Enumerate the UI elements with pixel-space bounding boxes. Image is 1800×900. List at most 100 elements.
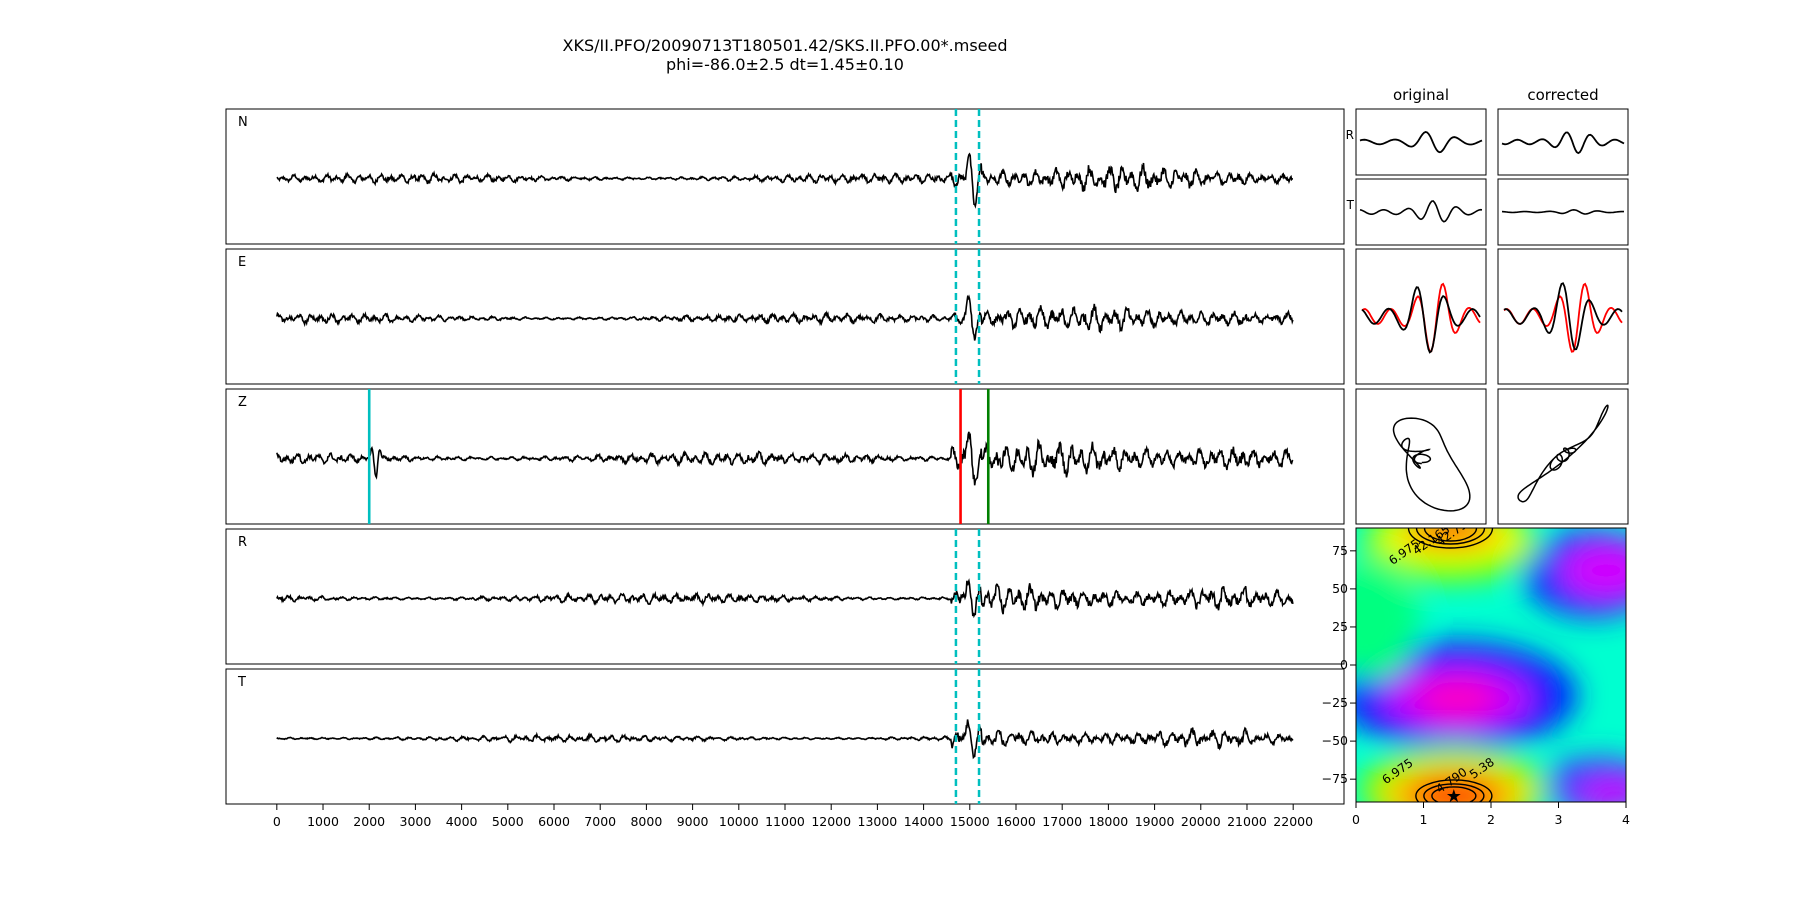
x-tick-label: 3000 — [400, 814, 432, 829]
pm-frame — [1355, 388, 1487, 525]
y-tick-label: −75 — [1322, 771, 1348, 786]
contour-line — [1407, 528, 1494, 549]
row-label: R — [1346, 128, 1354, 142]
y-tick-label: 0 — [1340, 657, 1348, 672]
x-tick-label: 19000 — [1135, 814, 1175, 829]
heatmap-region — [1577, 776, 1626, 802]
panel-label: T — [237, 675, 246, 690]
pm-frame — [1497, 108, 1629, 176]
y-tick-label: −50 — [1322, 733, 1348, 748]
waveform — [276, 431, 1294, 486]
x-tick-label: 11000 — [765, 814, 805, 829]
particle-motion — [1392, 417, 1471, 512]
x-tick-label: 8000 — [630, 814, 662, 829]
x-tick-label: 4 — [1622, 812, 1630, 827]
pm-panel — [1355, 248, 1487, 385]
t-component-trace — [1501, 208, 1625, 215]
pm-panel — [1497, 108, 1629, 176]
x-tick-label: 16000 — [996, 814, 1036, 829]
r-component-trace — [1359, 131, 1483, 154]
trace-panel-e: E — [225, 248, 1345, 385]
best-fit-marker: ★ — [1446, 786, 1462, 807]
x-tick-label: 10000 — [719, 814, 759, 829]
trace-panels: N E Z R T — [225, 108, 1345, 805]
heatmap-region — [1417, 680, 1498, 717]
particle-motion-panels: original corrected R T — [1346, 86, 1629, 525]
y-tick-label: 50 — [1332, 581, 1348, 596]
x-tick-label: 12000 — [811, 814, 851, 829]
y-tick-label: −25 — [1322, 695, 1348, 710]
pm-panel — [1355, 388, 1487, 525]
x-tick-label: 13000 — [858, 814, 898, 829]
pm-frame — [1497, 388, 1629, 525]
contour-line — [1423, 528, 1478, 542]
contour-line — [1415, 779, 1493, 802]
trace-panel-t: T — [225, 668, 1345, 805]
heatmap-region — [1405, 528, 1496, 546]
trace-panel-z: Z — [225, 388, 1345, 525]
heatmap-blobs — [1356, 528, 1626, 802]
x-tick-label: 1000 — [307, 814, 339, 829]
x-tick-label: 0 — [1352, 812, 1360, 827]
x-tick-label: 0 — [273, 814, 281, 829]
x-tick-label: 2 — [1487, 812, 1495, 827]
waveform — [276, 719, 1294, 760]
panel-label: N — [238, 115, 248, 130]
panel-label: E — [238, 255, 246, 270]
pm-panel — [1355, 108, 1487, 176]
figure-subtitle: phi=-86.0±2.5 dt=1.45±0.10 — [666, 55, 904, 74]
heatmap-region — [1356, 559, 1420, 680]
pm-frame — [1355, 178, 1487, 246]
trace-panel-n: N — [225, 108, 1345, 245]
panel-frame — [225, 248, 1345, 385]
column-title: original — [1393, 86, 1449, 104]
x-tick-label: 14000 — [904, 814, 944, 829]
x-tick-label: 21000 — [1227, 814, 1267, 829]
x-tick-label: 7000 — [584, 814, 616, 829]
t-component-trace — [1359, 200, 1483, 223]
y-tick-label: 75 — [1332, 543, 1348, 558]
x-tick-label: 15000 — [950, 814, 990, 829]
pm-frame — [1497, 248, 1629, 385]
x-tick-label: 4000 — [446, 814, 478, 829]
y-tick-label: 25 — [1332, 619, 1348, 634]
panel-label: Z — [238, 395, 247, 410]
particle-motion — [1517, 404, 1609, 503]
x-tick-label: 18000 — [1089, 814, 1129, 829]
overlay-trace — [1361, 286, 1481, 354]
x-tick-label: 1 — [1420, 812, 1428, 827]
panel-frame — [225, 668, 1345, 805]
x-tick-label: 5000 — [492, 814, 524, 829]
contour-line — [1423, 783, 1485, 802]
x-tick-label: 17000 — [1042, 814, 1082, 829]
pm-panel — [1497, 248, 1629, 385]
pm-frame — [1355, 248, 1487, 385]
heatmap-region — [1405, 775, 1502, 802]
pm-frame — [1355, 108, 1487, 176]
column-title: corrected — [1527, 86, 1598, 104]
pm-panel — [1497, 388, 1629, 525]
r-component-trace — [1501, 131, 1625, 155]
row-label: T — [1346, 198, 1355, 212]
x-tick-label: 22000 — [1273, 814, 1313, 829]
waveform — [276, 294, 1294, 341]
x-tick-label: 9000 — [677, 814, 709, 829]
x-tick-label: 3 — [1555, 812, 1563, 827]
x-tick-label: 20000 — [1181, 814, 1221, 829]
figure-title: XKS/II.PFO/20090713T180501.42/SKS.II.PFO… — [562, 36, 1008, 55]
overlay-trace — [1503, 282, 1623, 351]
pm-panel — [1497, 178, 1629, 246]
heatmap-region — [1560, 542, 1626, 599]
x-axis: 0 1000 2000 3000 4000 5000 6000 7000 8000 9000 100… — [273, 804, 1313, 829]
x-tick-label: 2000 — [353, 814, 385, 829]
x-tick-label: 6000 — [538, 814, 570, 829]
waveform — [276, 578, 1294, 619]
panel-frame — [225, 108, 1345, 245]
pm-panel — [1355, 178, 1487, 246]
contour-line — [1415, 528, 1486, 545]
panel-label: R — [238, 535, 247, 550]
trace-panel-r: R — [225, 528, 1345, 665]
